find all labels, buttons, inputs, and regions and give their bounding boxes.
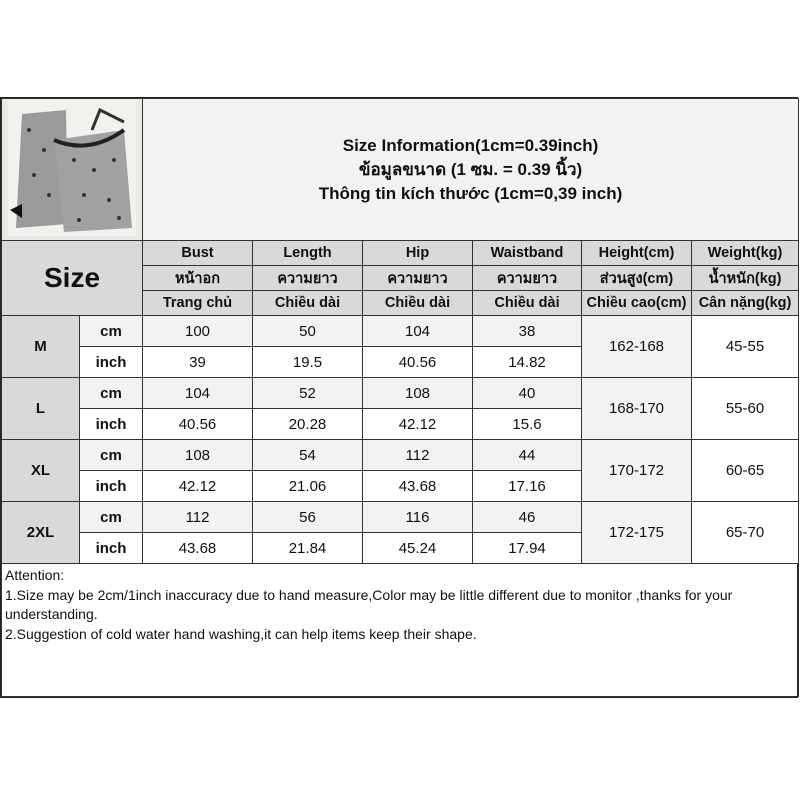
col-header-hip-th: ความยาว: [362, 265, 473, 291]
size-row-inch: inch 42.12 21.06 43.68 17.16: [2, 470, 799, 502]
col-header-length-th: ความยาว: [252, 265, 363, 291]
waistband-cm-value: 38: [472, 315, 582, 347]
bust-inch-value: 40.56: [142, 408, 253, 440]
size-label: XL: [1, 439, 80, 502]
length-inch-value: 19.5: [252, 346, 363, 378]
notes-heading: Attention:: [5, 567, 65, 583]
col-header-weight-vi: Cân nặng(kg): [690, 290, 800, 316]
size-chart: Size Information(1cm=0.39inch) ข้อมูลขนา…: [0, 97, 800, 698]
waistband-inch-value: 17.16: [472, 470, 582, 502]
length-inch-value: 21.84: [252, 532, 363, 564]
bust-inch-value: 43.68: [142, 532, 253, 564]
size-row-inch: inch 40.56 20.28 42.12 15.6: [2, 408, 799, 440]
hip-inch-value: 45.24: [362, 532, 473, 564]
unit-inch: inch: [79, 470, 143, 502]
attention-notes: Attention: 1.Size may be 2cm/1inch inacc…: [0, 563, 800, 697]
size-label: M: [1, 315, 80, 378]
hip-cm-value: 104: [362, 315, 473, 347]
unit-cm: cm: [79, 439, 143, 471]
size-label: 2XL: [1, 501, 80, 564]
col-header-bust-th: หน้าอก: [142, 265, 253, 291]
col-header-weight-th: น้ำหนัก(kg): [690, 265, 800, 291]
weight-range: 55-60: [690, 377, 800, 440]
col-header-waistband: Waistband: [472, 240, 582, 266]
unit-cm: cm: [79, 377, 143, 409]
length-cm-value: 50: [252, 315, 363, 347]
col-header-waistband-th: ความยาว: [472, 265, 582, 291]
waistband-inch-value: 17.94: [472, 532, 582, 564]
col-header-length: Length: [252, 240, 363, 266]
bust-cm-value: 112: [142, 501, 253, 533]
col-header-waistband-vi: Chiều dài: [472, 290, 582, 316]
col-header-bust: Bust: [142, 240, 253, 266]
col-header-hip-vi: Chiều dài: [362, 290, 473, 316]
waistband-inch-value: 14.82: [472, 346, 582, 378]
size-header: Size: [1, 240, 143, 316]
bust-inch-value: 42.12: [142, 470, 253, 502]
pajama-set-image: [4, 99, 140, 236]
hip-cm-value: 116: [362, 501, 473, 533]
hip-inch-value: 43.68: [362, 470, 473, 502]
unit-cm: cm: [79, 315, 143, 347]
col-header-bust-vi: Trang chủ: [142, 290, 253, 316]
hip-inch-value: 40.56: [362, 346, 473, 378]
length-cm-value: 54: [252, 439, 363, 471]
col-header-height: Height(cm): [581, 240, 692, 266]
hip-cm-value: 108: [362, 377, 473, 409]
weight-range: 65-70: [690, 501, 800, 564]
title-english: Size Information(1cm=0.39inch): [342, 135, 599, 155]
hip-inch-value: 42.12: [362, 408, 473, 440]
waistband-inch-value: 15.6: [472, 408, 582, 440]
waistband-cm-value: 40: [472, 377, 582, 409]
col-header-height-th: ส่วนสูง(cm): [581, 265, 692, 291]
bust-cm-value: 100: [142, 315, 253, 347]
height-range: 170-172: [581, 439, 692, 502]
hip-cm-value: 112: [362, 439, 473, 471]
size-row-inch: inch 39 19.5 40.56 14.82: [2, 346, 799, 378]
product-photo: [1, 98, 143, 241]
length-cm-value: 56: [252, 501, 363, 533]
bust-cm-value: 108: [142, 439, 253, 471]
weight-range: 45-55: [690, 315, 800, 378]
unit-inch: inch: [79, 408, 143, 440]
size-row-cm: XL cm 108 54 112 44 170-172 60-65: [1, 439, 800, 502]
length-cm-value: 52: [252, 377, 363, 409]
unit-inch: inch: [79, 532, 143, 564]
note-item: 1.Size may be 2cm/1inch inaccuracy due t…: [5, 586, 733, 623]
unit-inch: inch: [79, 346, 143, 378]
title-thai: ข้อมูลขนาด (1 ซม. = 0.39 นิ้ว): [358, 159, 583, 179]
size-table: Size Information(1cm=0.39inch) ข้อมูลขนา…: [0, 98, 800, 697]
note-item: 2.Suggestion of cold water hand washing,…: [5, 625, 477, 642]
bust-inch-value: 39: [142, 346, 253, 378]
weight-range: 60-65: [690, 439, 800, 502]
length-inch-value: 20.28: [252, 408, 363, 440]
size-label: L: [1, 377, 80, 440]
height-range: 168-170: [581, 377, 692, 440]
bust-cm-value: 104: [142, 377, 253, 409]
col-header-length-vi: Chiều dài: [252, 290, 363, 316]
waistband-cm-value: 44: [472, 439, 582, 471]
length-inch-value: 21.06: [252, 470, 363, 502]
height-range: 172-175: [581, 501, 692, 564]
waistband-cm-value: 46: [472, 501, 582, 533]
height-range: 162-168: [581, 315, 692, 378]
col-header-weight: Weight(kg): [690, 240, 800, 266]
size-row-inch: inch 43.68 21.84 45.24 17.94: [2, 532, 799, 564]
unit-cm: cm: [79, 501, 143, 533]
col-header-height-vi: Chiều cao(cm): [581, 290, 692, 316]
col-header-hip: Hip: [362, 240, 473, 266]
size-row-cm: 2XL cm 112 56 116 46 172-175 65-70: [1, 501, 800, 564]
chart-title: Size Information(1cm=0.39inch) ข้อมูลขนา…: [141, 98, 800, 241]
title-vietnamese: Thông tin kích thước (1cm=0,39 inch): [318, 183, 623, 203]
